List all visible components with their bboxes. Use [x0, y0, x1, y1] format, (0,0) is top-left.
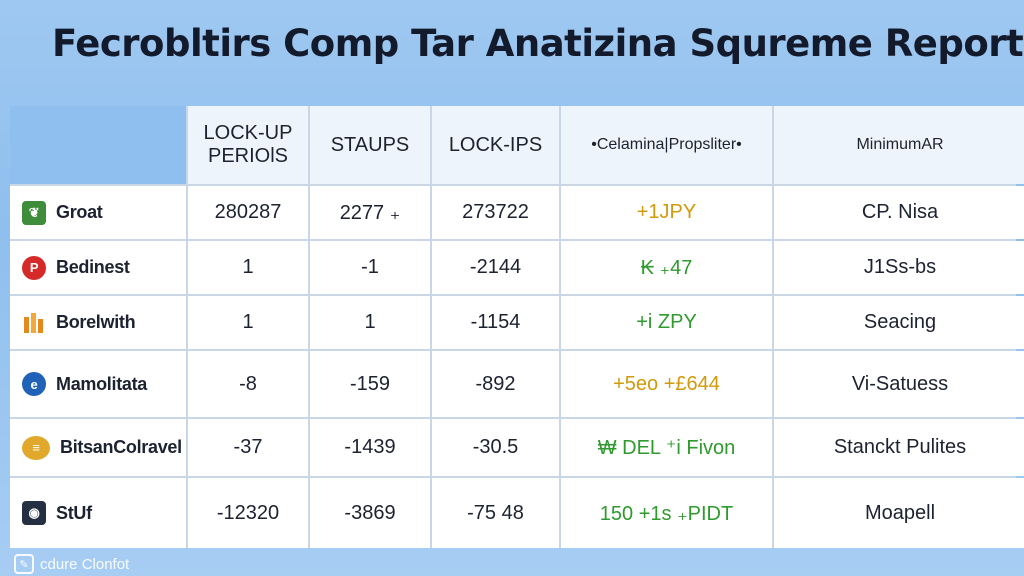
- brand-logo-icon: ✎: [14, 554, 34, 574]
- table-cell-highlight: +i ZPY: [561, 296, 772, 349]
- table-row-name: ≡ BitsanColravel: [10, 419, 186, 476]
- footer-text: cdure Clonfot: [40, 555, 130, 573]
- table-cell: -75 48: [432, 478, 559, 548]
- header-corner: [10, 106, 186, 184]
- table-cell: Seacing: [774, 296, 1024, 349]
- table-cell: 1: [188, 241, 308, 294]
- table-row-name: e Mamolitata: [10, 351, 186, 417]
- table-cell: -892: [432, 351, 559, 417]
- table-cell: CP. Nisa: [774, 186, 1024, 239]
- table-cell: -2144: [432, 241, 559, 294]
- table-cell: J1Ss-bs: [774, 241, 1024, 294]
- dark-square-icon: ◉: [22, 501, 46, 525]
- table-cell: -8: [188, 351, 308, 417]
- table-cell: -30.5: [432, 419, 559, 476]
- page-title: Fecrobltirs Comp Tar Anatizina Squreme R…: [52, 22, 1024, 65]
- table-cell: -159: [310, 351, 430, 417]
- footer-brand: ✎ cdure Clonfot: [14, 554, 129, 574]
- header-celamina-propsliter: •Celamina|Propsliter•: [561, 106, 772, 184]
- table-cell: Vi-Satuess: [774, 351, 1024, 417]
- table-cell: -1154: [432, 296, 559, 349]
- table-cell: Moapell: [774, 478, 1024, 548]
- header-lockup-periods: LOCK-UP PERIOlS: [188, 106, 308, 184]
- globe-icon: e: [22, 372, 46, 396]
- table-row-name: Borelwith: [10, 296, 186, 349]
- table-row-name: P Bedinest: [10, 241, 186, 294]
- table-cell: -1: [310, 241, 430, 294]
- table-cell: -3869: [310, 478, 430, 548]
- coin-icon: ≡: [22, 435, 50, 460]
- table-cell: 280287: [188, 186, 308, 239]
- header-lock-ips: LOCK-IPS: [432, 106, 559, 184]
- table-cell-highlight: +1JPY: [561, 186, 772, 239]
- table-row-name: ❦ Groat: [10, 186, 186, 239]
- header-staups: STAUPS: [310, 106, 430, 184]
- table-cell-highlight: +5eo +£644: [561, 351, 772, 417]
- table-cell: 273722: [432, 186, 559, 239]
- table-cell: -12320: [188, 478, 308, 548]
- comparison-table: LOCK-UP PERIOlS STAUPS LOCK-IPS •Celamin…: [10, 106, 1024, 548]
- table-cell: -37: [188, 419, 308, 476]
- table-cell: 1: [188, 296, 308, 349]
- table-cell-highlight: ₩ DEL ⁺i Fivon: [561, 419, 772, 476]
- leaf-square-icon: ❦: [22, 200, 46, 225]
- table-cell-highlight: ₭ ₊47: [561, 241, 772, 294]
- table-cell: 2277 ₊: [310, 186, 430, 239]
- header-minimum-ar: MinimumAR: [774, 106, 1024, 184]
- table-row-name: ◉ StUf: [10, 478, 186, 548]
- bars-icon: [22, 311, 46, 335]
- table-cell: -1439: [310, 419, 430, 476]
- pin-circle-icon: P: [22, 255, 46, 280]
- table-cell: 1: [310, 296, 430, 349]
- table-cell: Stanckt Pulites: [774, 419, 1024, 476]
- table-cell-highlight: 150 +1s ₊PIDT: [561, 478, 772, 548]
